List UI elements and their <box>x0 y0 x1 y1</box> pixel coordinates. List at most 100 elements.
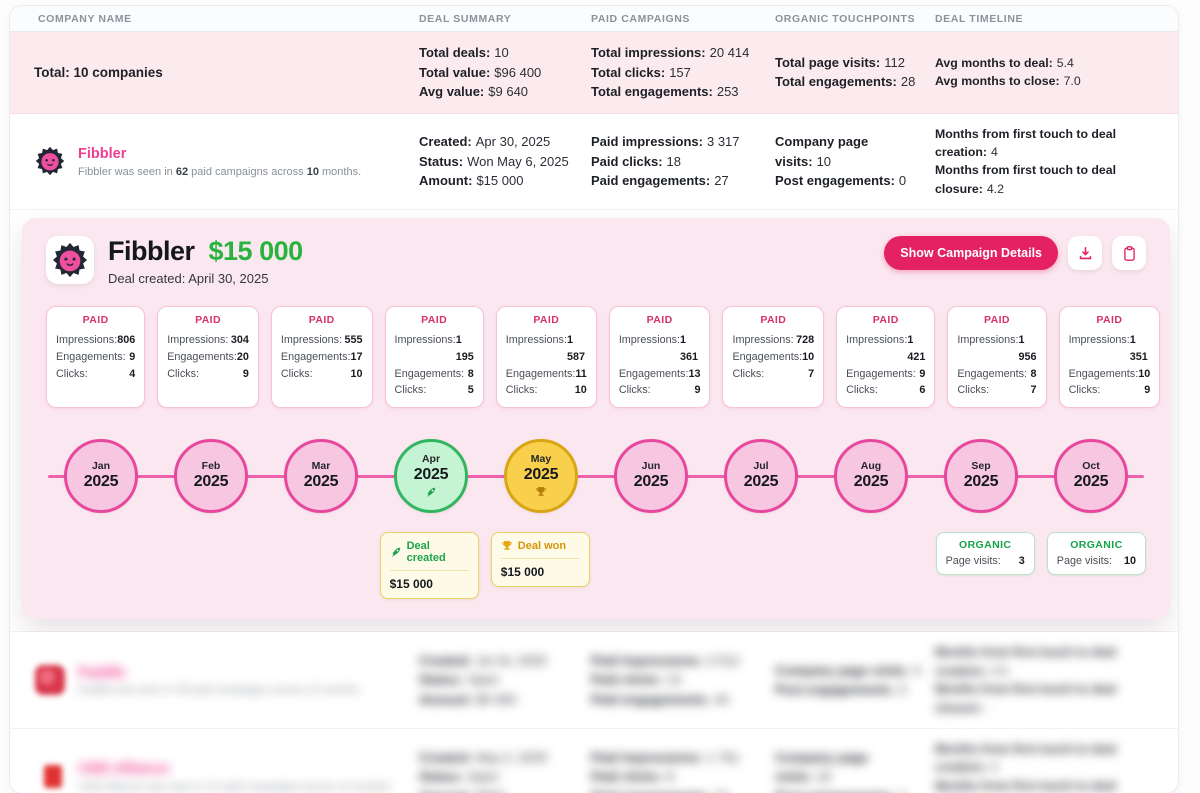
rocket-icon <box>390 546 402 558</box>
paid-campaigns-cell: Paid impressions: 2 512 Paid clicks: 13 Paid… <box>591 652 740 707</box>
company-row-redacted-2[interactable]: CMS Alliance CMS Alliance was seen in 47… <box>10 728 1178 793</box>
deal-timeline-cell: Months from first touch to deal creation… <box>935 741 1117 793</box>
timeline-month-node[interactable]: Aug 2025 <box>834 439 908 514</box>
subtitle-fragment: 62 <box>175 165 189 178</box>
paid-card-title: PAID <box>1096 314 1123 327</box>
timeline-year-label: 2025 <box>193 473 229 491</box>
company-link[interactable]: CMS Alliance <box>78 761 170 778</box>
timeline-month-label: May <box>530 453 552 466</box>
timeline-month-node[interactable]: Jun 2025 <box>614 439 688 514</box>
fibbler-paid-campaigns: Paid impressions: 3 317 Paid clicks: 18 Paid… <box>581 132 765 191</box>
impressions-line: Impressions: 1 351 <box>1068 334 1148 363</box>
impressions-line: Impressions: 1 421 <box>846 334 926 363</box>
timeline-month-node[interactable]: Jan 2025 <box>64 439 138 514</box>
engagements-line: Engagements: 8 <box>957 367 1037 380</box>
totals-paid-campaigns: Total impressions: 20 414 Total clicks: 157… <box>581 43 765 102</box>
trophy-icon <box>501 540 513 552</box>
deal-summary-cell: Created:May 2, 2025Status:OpenAmount:$60… <box>419 749 548 793</box>
fibbler-logo-icon <box>34 145 66 177</box>
deal-event-title: Deal won <box>501 540 580 552</box>
company-row-fibbler[interactable]: Fibbler Fibbler was seen in 62 paid camp… <box>10 113 1178 211</box>
timeline-month-node[interactable]: Apr 2025 <box>394 439 468 514</box>
timeline-month-node[interactable]: Mar 2025 <box>284 439 358 514</box>
stat-line: Company page visits: 10 <box>775 134 869 169</box>
stat-line: Avg value: $9 640 <box>419 84 529 99</box>
copy-to-clipboard-button[interactable] <box>1112 236 1146 271</box>
monthly-paid-cards: PAID Impressions: 806 Engagements: 9 Click… <box>46 306 1161 409</box>
engagements-line: Engagements: 10 <box>1068 367 1151 380</box>
timeline-year-label: 2025 <box>413 466 449 484</box>
clicks-line: Clicks: 4 <box>56 367 136 380</box>
download-button[interactable] <box>1068 236 1102 271</box>
paid-card-title: PAID <box>533 314 560 327</box>
timeline-month-label: Jun <box>641 460 661 473</box>
company-subtitle: CMS Alliance was seen in 47 paid campaig… <box>78 781 393 793</box>
timeline-year-label: 2025 <box>83 473 119 491</box>
show-campaign-details-button[interactable]: Show Campaign Details <box>884 236 1058 271</box>
totals-row: Total: 10 companies Total deals: 10 Total … <box>10 32 1178 114</box>
paid-card-title: PAID <box>646 314 673 327</box>
panel-deal-amount: $15 000 <box>208 236 304 267</box>
subtitle-fragment: 10 <box>306 165 319 178</box>
organic-month-card: ORGANIC Page visits: 3 <box>935 532 1035 576</box>
clicks-line: Clicks: 9 <box>618 384 701 397</box>
panel-company-name: Fibbler <box>108 236 195 267</box>
timeline-month-node[interactable]: Sep 2025 <box>944 439 1018 514</box>
rocket-icon <box>425 486 437 498</box>
paid-card-title: PAID <box>872 314 899 327</box>
timeline-month-node[interactable]: Jul 2025 <box>724 439 798 514</box>
organic-touchpoints-cell: Company page visits: 4 Post engagements: 3 <box>775 662 921 698</box>
fibbler-deal-summary: Created: Apr 30, 2025 Status: Won May 6, 20… <box>409 132 581 191</box>
timeline-month-label: Apr <box>421 453 441 466</box>
paid-month-card: PAID Impressions: 1 361 Engagements: 13 Cl… <box>608 306 711 409</box>
totals-deal-timeline: Avg months to deal: 5.4 Avg months to clos… <box>925 54 1168 91</box>
stat-line: Total value: $96 400 <box>419 64 542 80</box>
download-icon <box>1077 245 1094 262</box>
fibbler-deal-timeline: Months from first touch to deal creation… <box>925 125 1168 199</box>
deal-timeline: Jan 2025 Feb 2025 <box>46 432 1146 520</box>
timeline-month-node[interactable]: Feb 2025 <box>174 439 248 514</box>
impressions-line: Impressions: 1 361 <box>618 334 699 363</box>
stat-line: Avg months to deal: 5.4 <box>935 55 1074 70</box>
totals-deal-summary: Total deals: 10 Total value: $96 400 Avg val… <box>409 43 581 102</box>
timeline-year-label: 2025 <box>523 466 559 484</box>
stat-line: Total engagements: 253 <box>591 84 739 99</box>
company-row-redacted-1[interactable]: Paddle Paddle was seen in 38 paid campai… <box>10 632 1178 729</box>
paid-card-title: PAID <box>760 314 787 327</box>
stat-line: Months from first touch to deal creation… <box>935 126 1117 159</box>
timeline-year-label: 2025 <box>743 473 779 491</box>
timeline-line <box>48 475 1144 479</box>
stat-line: Avg months to close: 7.0 <box>935 74 1081 89</box>
trophy-icon <box>535 486 547 498</box>
organic-month-card: ORGANIC Page visits: 10 <box>1046 532 1146 576</box>
company-logo-icon <box>34 664 66 696</box>
timeline-month-label: Oct <box>1082 460 1100 473</box>
clicks-line: Clicks: 7 <box>957 384 1037 397</box>
organic-card-title: ORGANIC <box>959 539 1012 552</box>
clicks-line: Clicks: 9 <box>1068 384 1151 397</box>
totals-organic-touchpoints: Total page visits: 112 Total engagements: 2… <box>765 53 925 92</box>
timeline-month-node[interactable]: Oct 2025 <box>1054 439 1128 514</box>
timeline-month-label: Sep <box>971 460 991 473</box>
stat-line: Post engagements: 0 <box>775 173 907 189</box>
timeline-month-label: Jul <box>753 460 769 473</box>
expanded-row-container: Fibbler $15 000 Deal created: April 30, … <box>10 210 1178 633</box>
timeline-month-node[interactable]: May 2025 <box>504 439 578 514</box>
organic-touchpoints-cell: Company page visits:16Post engagements:2 <box>775 749 906 793</box>
companies-report-table: Company name Deal summary Paid campaigns… <box>10 6 1178 793</box>
impressions-line: Impressions: 304 <box>167 334 249 347</box>
impressions-line: Impressions: 1 587 <box>505 334 585 363</box>
company-link[interactable]: Paddle <box>78 664 126 681</box>
timeline-month-label: Jan <box>91 460 111 473</box>
engagements-line: Engagements: 11 <box>505 367 587 380</box>
stat-line: Created: Apr 30, 2025 <box>419 134 551 150</box>
timeline-month-label: Aug <box>860 460 882 473</box>
timeline-year-label: 2025 <box>633 473 669 491</box>
timeline-year-label: 2025 <box>1073 473 1109 491</box>
timeline-year-label: 2025 <box>963 473 999 491</box>
stat-line: Total engagements: 28 <box>775 74 916 90</box>
impressions-line: Impressions: 1 195 <box>394 334 474 363</box>
company-link-fibbler[interactable]: Fibbler <box>78 145 127 162</box>
company-logo-icon <box>34 761 66 793</box>
